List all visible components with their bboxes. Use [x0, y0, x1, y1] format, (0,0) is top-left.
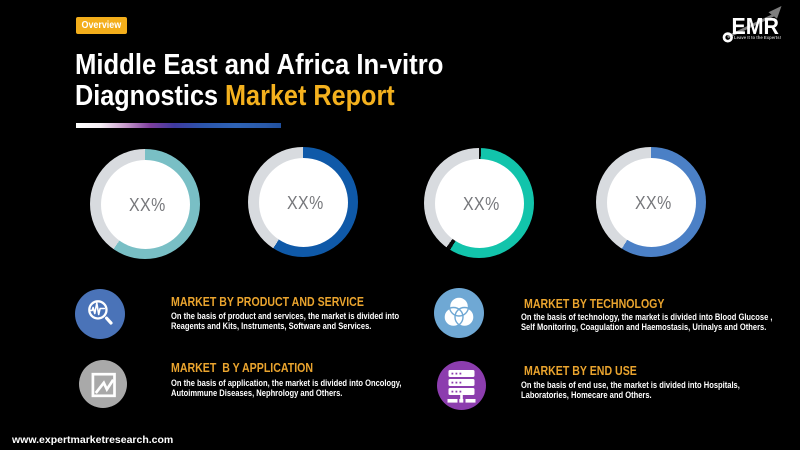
svg-text:Leave It to the Experts!: Leave It to the Experts! — [734, 35, 782, 40]
svg-text:EMR: EMR — [732, 13, 780, 39]
